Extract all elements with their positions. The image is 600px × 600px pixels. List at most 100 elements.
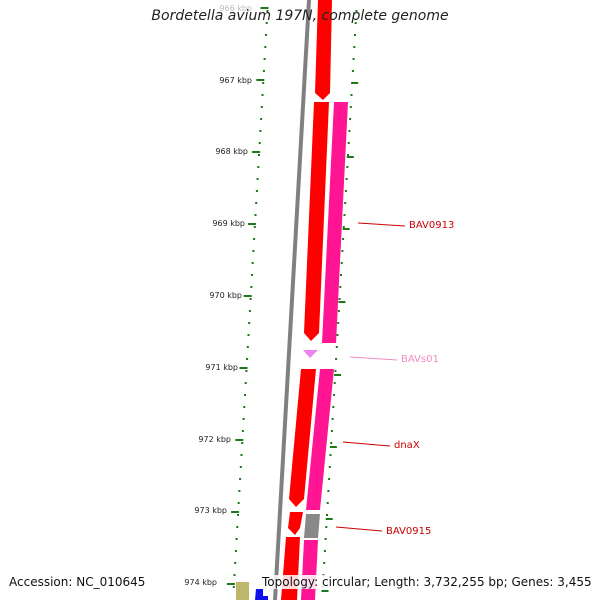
ruler-major-tick	[346, 156, 354, 158]
ruler-label: 970 kbp	[209, 291, 242, 300]
ruler-major-tick	[325, 518, 333, 520]
ruler-minor-tick	[330, 430, 333, 432]
blue-feature[interactable]	[255, 589, 268, 600]
ruler-minor-tick	[250, 286, 253, 288]
ruler-minor-tick	[333, 394, 335, 396]
ruler-minor-tick	[323, 550, 326, 552]
ruler-minor-tick	[253, 226, 256, 228]
ruler-minor-tick	[260, 106, 263, 108]
cds-feature-small[interactable]	[288, 512, 303, 535]
gene-callouts: BAV0913 BAVs01 dnaX BAV0915	[335, 220, 454, 537]
ruler-minor-tick	[244, 382, 247, 384]
ruler-minor-tick	[235, 538, 238, 540]
ruler-minor-tick	[256, 178, 259, 180]
ruler-minor-tick	[336, 334, 339, 336]
cds-feature-dnax[interactable]	[289, 369, 316, 507]
ruler-minor-tick	[248, 310, 251, 312]
ruler-minor-tick	[338, 298, 341, 300]
ruler-minor-tick	[241, 430, 244, 432]
gene-feature-bottom[interactable]	[301, 540, 318, 600]
ruler-minor-tick	[347, 142, 350, 144]
ruler-minor-tick	[337, 322, 340, 324]
ruler-label: 968 kbp	[215, 147, 248, 156]
ruler-minor-tick	[328, 478, 331, 480]
gene-feature-dnax[interactable]	[306, 369, 334, 510]
callout-line-bavs01	[349, 356, 398, 361]
ruler-minor-tick	[348, 130, 351, 132]
ruler-minor-tick	[328, 466, 331, 468]
ruler-minor-tick	[355, 10, 358, 12]
ruler-major-tick	[260, 7, 269, 9]
ruler-minor-tick	[257, 166, 260, 168]
ruler-minor-tick	[246, 358, 249, 360]
ruler-minor-tick	[334, 370, 337, 372]
ruler-minor-tick	[255, 202, 258, 204]
ruler-labels: 966 kbp 967 kbp 968 kbp 969 kbp 970 kbp …	[184, 4, 252, 587]
ruler-minor-tick	[237, 514, 239, 516]
gene-label-bav0915[interactable]: BAV0915	[386, 526, 431, 537]
ruler-label: 971 kbp	[205, 363, 238, 372]
ruler-minor-tick	[345, 178, 348, 180]
ruler-major-tick	[342, 228, 350, 230]
gene-label-bav0913[interactable]: BAV0913	[409, 220, 454, 231]
ruler-minor-tick	[247, 334, 250, 336]
rna-feature-bavs01[interactable]	[303, 350, 318, 358]
ruler-minor-tick	[331, 418, 334, 420]
ruler-minor-tick	[245, 370, 248, 372]
ruler-minor-tick	[240, 454, 243, 456]
ruler-minor-tick	[349, 118, 352, 120]
cds-feature-bottom[interactable]	[281, 537, 300, 600]
ruler-minor-tick	[266, 10, 269, 12]
ruler-minor-tick	[350, 94, 353, 96]
ruler-minor-tick	[255, 190, 258, 192]
ruler-major-tick	[252, 151, 261, 153]
ruler-minor-tick	[354, 34, 356, 36]
ruler-minor-tick	[344, 190, 347, 192]
ruler-major-tick	[235, 439, 244, 441]
ruler-minor-tick	[327, 490, 330, 492]
ruler-minor-tick	[324, 538, 327, 540]
gene-feature-bav0915[interactable]	[304, 514, 320, 538]
ruler-minor-tick	[325, 526, 328, 528]
ruler-major-tick	[247, 223, 256, 225]
olive-feature[interactable]	[236, 582, 249, 600]
ruler-minor-tick	[326, 502, 329, 504]
ruler-minor-tick	[353, 46, 356, 48]
ruler-minor-tick	[239, 466, 242, 468]
cds-feature-bav0913[interactable]	[304, 102, 329, 341]
ruler-major-tick	[239, 367, 248, 369]
ruler-label: 966 kbp	[219, 4, 252, 13]
ruler-minor-tick	[351, 70, 354, 72]
ruler-minor-tick	[249, 298, 252, 300]
ruler-minor-tick	[234, 562, 237, 564]
ruler-major-tick	[256, 79, 265, 81]
ruler-minor-tick	[347, 154, 349, 156]
ruler-minor-tick	[252, 250, 255, 252]
ruler-minor-tick	[354, 22, 357, 24]
ruler-minor-tick	[239, 478, 242, 480]
ruler-minor-tick	[341, 250, 344, 252]
ruler-minor-tick	[248, 322, 251, 324]
ruler-minor-tick	[349, 106, 352, 108]
ruler-minor-tick	[340, 274, 342, 276]
ruler-minor-tick	[262, 82, 265, 84]
ruler-label: 974 kbp	[184, 578, 217, 587]
ruler-minor-tick	[352, 58, 355, 60]
ruler-major-tick	[329, 446, 337, 448]
ruler-minor-tick	[261, 94, 264, 96]
ruler-minor-tick	[233, 574, 236, 576]
ruler-minor-tick	[253, 238, 256, 240]
ruler-minor-tick	[242, 418, 245, 420]
gene-label-bavs01[interactable]: BAVs01	[401, 354, 439, 365]
ruler-minor-tick	[340, 262, 343, 264]
ruler-minor-tick	[333, 382, 336, 384]
gene-label-dnax[interactable]: dnaX	[394, 440, 420, 451]
ruler-minor-tick	[258, 154, 260, 156]
ruler-minor-tick	[342, 226, 345, 228]
cds-feature-top[interactable]	[315, 0, 332, 100]
ruler-major-tick	[338, 301, 346, 303]
ruler-minor-tick	[335, 358, 338, 360]
ruler-minor-tick	[244, 394, 246, 396]
gene-feature-bav0913[interactable]	[322, 102, 348, 343]
